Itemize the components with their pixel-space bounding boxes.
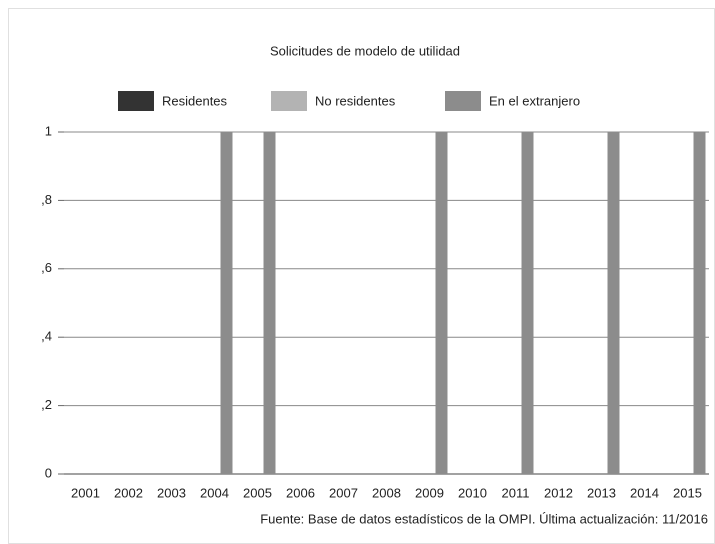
legend-swatch	[118, 91, 154, 111]
legend-swatch	[445, 91, 481, 111]
legend-label: Residentes	[162, 93, 228, 108]
x-tick-label: 2013	[587, 485, 616, 500]
y-tick-label: ,4	[41, 329, 52, 344]
x-tick-label: 2004	[200, 485, 229, 500]
x-tick-label: 2010	[458, 485, 487, 500]
y-tick-label: ,8	[41, 192, 52, 207]
y-tick-label: ,6	[41, 260, 52, 275]
bar	[435, 132, 448, 474]
x-tick-label: 2008	[372, 485, 401, 500]
bar	[693, 132, 706, 474]
legend-swatch	[271, 91, 307, 111]
y-tick-label: ,2	[41, 397, 52, 412]
chart-title: Solicitudes de modelo de utilidad	[270, 43, 460, 58]
y-tick-label: 1	[45, 123, 52, 138]
bar	[521, 132, 534, 474]
x-tick-label: 2012	[544, 485, 573, 500]
bar	[607, 132, 620, 474]
x-tick-label: 2011	[502, 485, 530, 500]
source-note: Fuente: Base de datos estadísticos de la…	[260, 511, 708, 526]
legend-label: No residentes	[315, 93, 396, 108]
bar	[263, 132, 276, 474]
x-tick-label: 2009	[415, 485, 444, 500]
x-tick-label: 2005	[243, 485, 272, 500]
x-tick-label: 2007	[329, 485, 358, 500]
x-tick-label: 2003	[157, 485, 186, 500]
bar	[220, 132, 233, 474]
y-tick-label: 0	[45, 465, 52, 480]
x-tick-label: 2001	[71, 485, 100, 500]
x-tick-label: 2015	[673, 485, 702, 500]
x-tick-label: 2002	[114, 485, 143, 500]
legend-label: En el extranjero	[489, 93, 580, 108]
x-tick-label: 2006	[286, 485, 315, 500]
x-tick-label: 2014	[630, 485, 659, 500]
